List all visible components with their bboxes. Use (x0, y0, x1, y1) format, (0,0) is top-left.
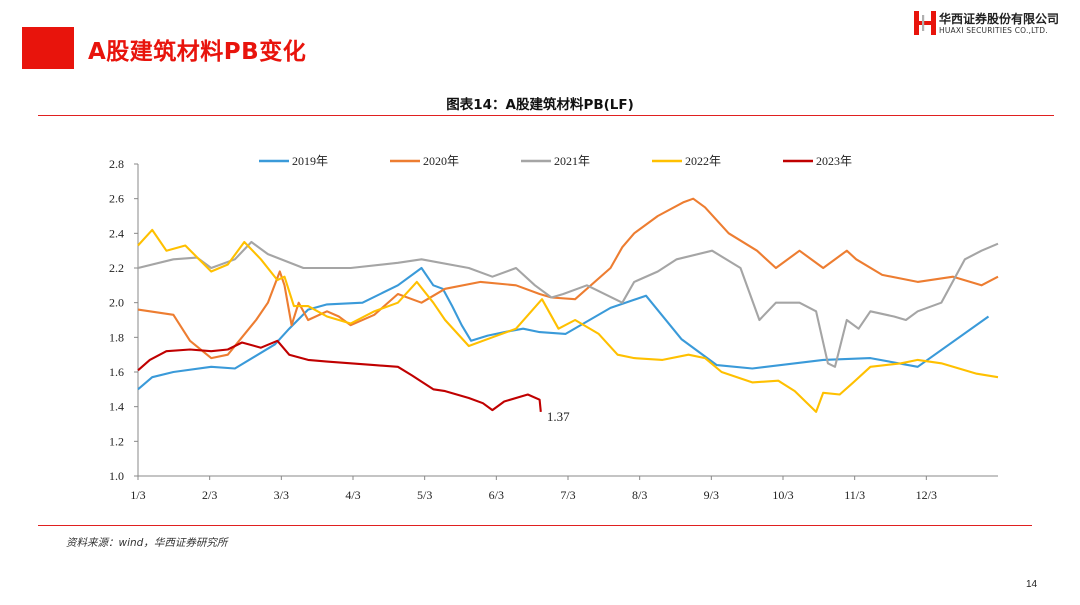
chart-series (137, 197, 999, 413)
legend-label: 2021年 (554, 154, 590, 168)
series-line-2022 (137, 228, 999, 413)
chart-title: 图表14：A股建筑材料PB(LF) (446, 97, 634, 113)
x-tick-label: 2/3 (202, 488, 217, 502)
y-tick-label: 1.6 (109, 365, 124, 379)
y-tick-label: 2.6 (109, 192, 124, 206)
x-tick-label: 5/3 (417, 488, 432, 502)
series-line-2021 (137, 240, 999, 368)
legend-label: 2020年 (423, 154, 459, 168)
chart-legend: 2019年 2020年 2021年 2022年 2023年 (259, 154, 852, 168)
x-tick-label: 4/3 (345, 488, 360, 502)
x-tick-label: 6/3 (489, 488, 504, 502)
chart-axes: 1.0 1.2 1.4 1.6 1.8 2.0 2.2 2.4 2.6 2.8 1/3 2/3 3/3 4… (109, 157, 998, 502)
company-name-en: HUAXI SECURITIES CO.,LTD. (939, 26, 1048, 35)
y-tick-label: 1.0 (109, 469, 124, 483)
y-tick-label: 1.4 (109, 400, 124, 414)
top-divider (38, 115, 1054, 116)
x-tick-label: 1/3 (130, 488, 145, 502)
company-logo: 华西证券股份有限公司 HUAXI SECURITIES CO.,LTD. (914, 9, 1074, 39)
annotation-label: 1.37 (547, 409, 570, 424)
page-number: 14 (1026, 579, 1038, 590)
x-tick-label: 12/3 (916, 488, 937, 502)
series-line-2023 (137, 339, 542, 413)
legend-label: 2019年 (292, 154, 328, 168)
x-tick-label: 7/3 (560, 488, 575, 502)
y-tick-label: 1.2 (109, 434, 124, 448)
y-tick-label: 1.8 (109, 330, 124, 344)
y-tick-label: 2.0 (109, 296, 124, 310)
x-tick-label: 9/3 (704, 488, 719, 502)
huaxi-logo-icon (914, 11, 936, 35)
page-title: A股建筑材料PB变化 (88, 39, 307, 65)
source-note: 资料来源：wind，华西证券研究所 (66, 537, 228, 549)
y-tick-label: 2.4 (109, 226, 124, 240)
series-line-2019 (137, 266, 990, 391)
bottom-divider (38, 525, 1032, 526)
y-tick-label: 2.2 (109, 261, 124, 275)
company-name-cn: 华西证券股份有限公司 (939, 12, 1060, 26)
legend-label: 2022年 (685, 154, 721, 168)
x-tick-label: 11/3 (844, 488, 865, 502)
x-tick-label: 3/3 (274, 488, 289, 502)
x-tick-label: 8/3 (632, 488, 647, 502)
title-accent-block (22, 27, 74, 69)
x-tick-label: 10/3 (772, 488, 793, 502)
legend-label: 2023年 (816, 154, 852, 168)
series-line-2020 (137, 197, 999, 360)
y-tick-label: 2.8 (109, 157, 124, 171)
